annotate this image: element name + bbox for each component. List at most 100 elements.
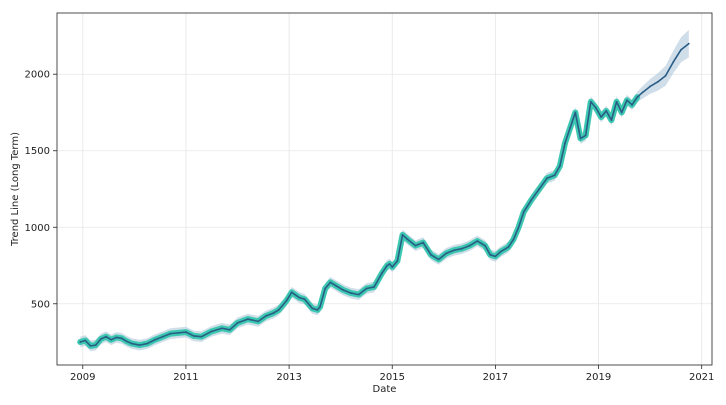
trend-point — [553, 174, 556, 177]
trend-point — [329, 281, 332, 284]
x-tick-label: 2015 — [380, 372, 405, 383]
trend-point — [334, 284, 337, 287]
trend-point — [381, 272, 383, 275]
trend-point — [589, 100, 592, 103]
trend-point — [453, 249, 456, 252]
trend-point — [656, 80, 659, 83]
trend-point — [636, 96, 639, 99]
trend-point — [386, 264, 388, 267]
grid-layer — [57, 13, 712, 365]
trend-point — [600, 116, 603, 118]
plot-frame — [56, 12, 713, 366]
trend-point — [687, 42, 690, 45]
y-tick-label: 1000 — [25, 223, 50, 234]
trend-point — [538, 188, 541, 190]
trend-point — [357, 293, 360, 296]
x-tick-label: 2019 — [586, 372, 611, 383]
uncertainty-band — [80, 29, 689, 352]
trend-point — [414, 244, 417, 247]
trend-point — [406, 238, 409, 241]
trend-point — [512, 238, 515, 241]
trend-point — [94, 344, 97, 347]
trend-point — [437, 258, 440, 261]
trend-point — [125, 340, 128, 343]
trend-point — [422, 241, 425, 244]
x-tick-label: 2017 — [483, 372, 508, 383]
trend-point — [264, 315, 267, 317]
trend-point — [546, 177, 548, 180]
trend-point — [530, 198, 533, 201]
trend-point — [489, 253, 492, 256]
trend-point — [388, 263, 391, 265]
trend-point — [445, 252, 448, 255]
trend-point — [311, 307, 314, 310]
trend-point — [499, 250, 502, 253]
trend-point — [130, 342, 133, 345]
trend-point — [146, 342, 149, 345]
trend-point — [615, 100, 618, 103]
trend-point — [84, 339, 87, 342]
trend-point — [169, 332, 172, 335]
trend-point — [569, 126, 572, 129]
x-tick-label: 2011 — [173, 372, 198, 383]
trend-point — [605, 110, 608, 112]
trend-point — [574, 111, 577, 114]
trend-point — [185, 331, 187, 333]
trend-point — [319, 305, 321, 308]
trend-point — [316, 309, 319, 311]
trend-point — [507, 246, 510, 249]
trend-point — [401, 234, 404, 236]
trend-point — [79, 341, 82, 343]
trend-point — [324, 287, 327, 290]
x-tick-label: 2021 — [689, 372, 714, 383]
trend-point — [558, 165, 561, 167]
trend-point — [396, 260, 399, 262]
trend-point — [115, 336, 118, 339]
trend-point — [303, 298, 306, 301]
trend-point — [221, 327, 223, 330]
trend-point — [210, 330, 213, 333]
trend-point — [584, 134, 587, 137]
y-tick-label: 1500 — [25, 146, 50, 157]
trend-point — [641, 91, 644, 94]
trend-point — [626, 99, 628, 102]
trend-point — [391, 266, 394, 268]
observed-band — [77, 94, 641, 349]
trend-point — [522, 211, 525, 213]
trend-point — [290, 291, 293, 294]
trend-point — [365, 287, 368, 290]
trend-point — [610, 119, 613, 122]
x-tick-label: 2009 — [70, 372, 95, 383]
trend-point — [246, 318, 249, 320]
trend-point — [89, 344, 92, 347]
trend-point — [672, 61, 675, 63]
trend-point — [277, 309, 280, 311]
x-tick-label: 2013 — [276, 372, 301, 383]
trend-point — [373, 286, 376, 288]
trend-point — [484, 244, 486, 247]
y-tick-label: 500 — [31, 299, 50, 310]
trend-point — [649, 85, 652, 88]
trend-point — [468, 244, 471, 247]
band-layer — [77, 29, 689, 352]
y-axis: 500 1000 1500 2000 — [25, 70, 57, 310]
trend-point — [154, 338, 156, 341]
trend-point — [494, 255, 497, 258]
trend-point — [350, 292, 352, 294]
trend-point — [285, 299, 288, 302]
trend-point — [257, 320, 260, 323]
trend-point — [236, 322, 239, 324]
trend-point — [460, 247, 463, 250]
trend-point — [476, 240, 479, 242]
trend-point — [430, 253, 432, 256]
x-axis: 2009 2011 2013 2015 2017 2019 2021 — [70, 365, 714, 383]
trend-point — [99, 338, 102, 340]
trend-line — [79, 42, 690, 347]
trend-point — [177, 331, 180, 334]
trend-point — [579, 137, 582, 140]
trend-point — [120, 337, 123, 340]
trend-point — [298, 296, 301, 299]
trend-point — [110, 338, 113, 341]
trend-point — [105, 335, 107, 338]
line-layer — [79, 42, 690, 347]
